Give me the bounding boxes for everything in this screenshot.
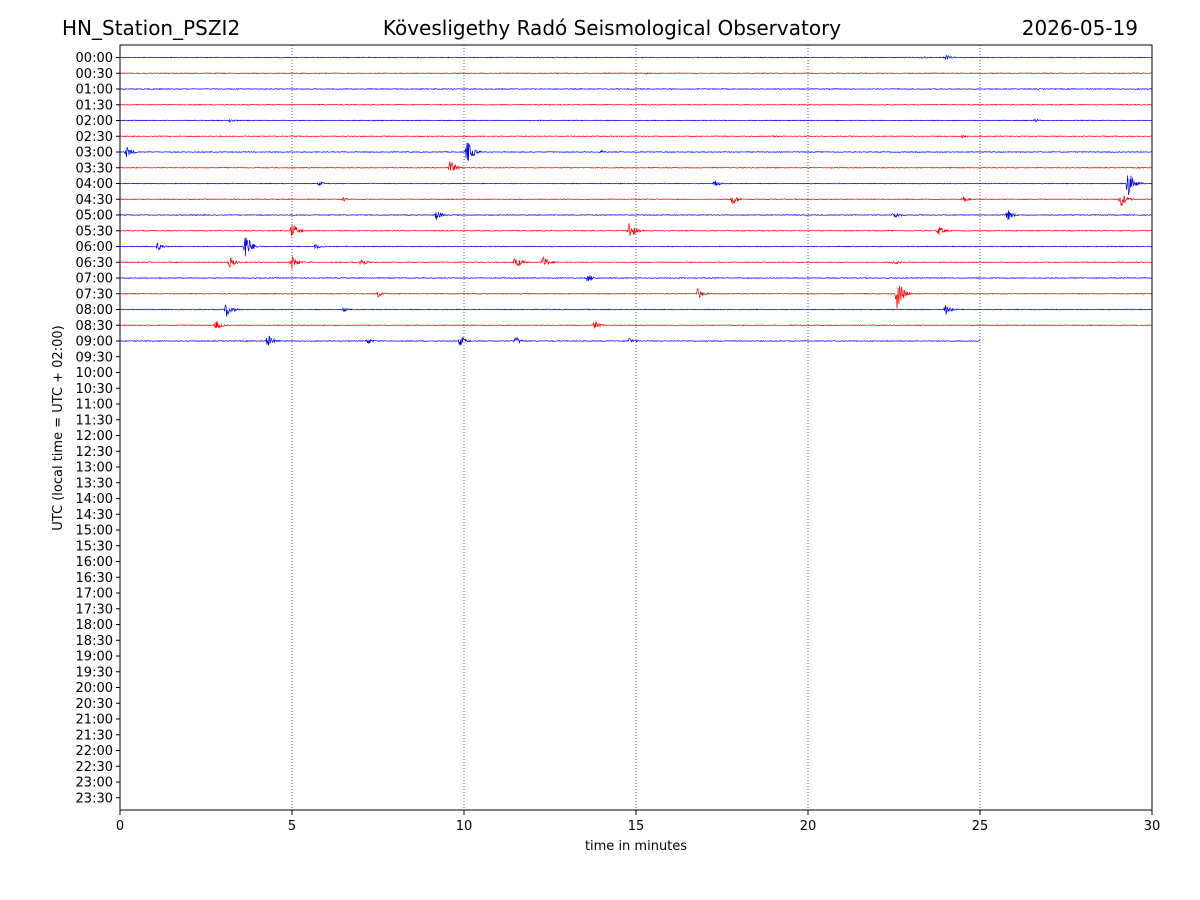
trace-0030	[119, 72, 1153, 75]
y-tick-label: 08:30	[76, 319, 113, 334]
y-tick-label: 21:00	[76, 713, 113, 728]
y-tick-label: 03:00	[76, 146, 113, 161]
y-tick-label: 14:30	[76, 508, 113, 523]
trace-0700	[119, 275, 1153, 282]
y-tick-label: 02:00	[76, 114, 113, 129]
y-tick-label: 08:00	[76, 303, 113, 318]
y-tick-label: 10:00	[76, 366, 113, 381]
y-tick-label: 01:30	[76, 98, 113, 113]
y-tick-label: 03:30	[76, 161, 113, 176]
y-tick-label: 13:30	[76, 476, 113, 491]
trace-0800	[119, 304, 1153, 317]
y-tick-label: 19:30	[76, 665, 113, 680]
y-tick-label: 15:00	[76, 524, 113, 539]
y-tick-label: 22:00	[76, 744, 113, 759]
title-left: HN_Station_PSZI2	[62, 16, 240, 40]
trace-0000	[119, 55, 1153, 60]
plot-frame	[119, 44, 1153, 811]
y-tick-label: 17:30	[76, 602, 113, 617]
y-tick-label: 23:00	[76, 776, 113, 791]
x-tick-label: 30	[1144, 819, 1161, 834]
y-tick-label: 19:00	[76, 650, 113, 665]
y-tick-label: 04:00	[76, 177, 113, 192]
y-tick-label: 04:30	[76, 193, 113, 208]
x-tick-label: 15	[628, 819, 645, 834]
x-tick-label: 0	[116, 819, 124, 834]
y-tick-label: 07:30	[76, 287, 113, 302]
y-tick-label: 12:00	[76, 429, 113, 444]
trace-0430	[119, 195, 1153, 207]
y-tick-label: 17:00	[76, 587, 113, 602]
trace-0500	[119, 210, 1153, 220]
y-tick-label: 06:30	[76, 256, 113, 271]
x-tick-label: 25	[972, 819, 989, 834]
y-tick-labels: 00:0000:3001:0001:3002:0002:3003:0003:30…	[76, 51, 120, 806]
y-tick-label: 14:00	[76, 492, 113, 507]
y-tick-label: 13:00	[76, 461, 113, 476]
y-tick-label: 11:30	[76, 413, 113, 428]
y-tick-label: 16:00	[76, 555, 113, 570]
x-tick-label: 5	[288, 819, 296, 834]
y-tick-label: 11:00	[76, 398, 113, 413]
trace-0330	[119, 161, 1153, 172]
x-axis-label: time in minutes	[585, 839, 687, 854]
trace-0400	[119, 175, 1153, 196]
y-tick-label: 00:30	[76, 67, 113, 82]
y-tick-label: 18:00	[76, 618, 113, 633]
x-tick-label: 20	[800, 819, 817, 834]
y-tick-label: 21:30	[76, 728, 113, 743]
y-tick-label: 09:30	[76, 350, 113, 365]
trace-0530	[119, 223, 1153, 236]
trace-0600	[119, 237, 1153, 257]
y-tick-label: 15:30	[76, 539, 113, 554]
y-tick-label: 01:00	[76, 83, 113, 98]
trace-0230	[119, 134, 1153, 139]
trace-0300	[119, 142, 1153, 162]
trace-0730	[119, 285, 1153, 309]
y-tick-label: 00:00	[76, 51, 113, 66]
y-tick-label: 22:30	[76, 760, 113, 775]
y-tick-label: 05:30	[76, 224, 113, 239]
trace-0100	[119, 88, 1153, 90]
x-tick-label: 10	[456, 819, 473, 834]
y-tick-label: 20:30	[76, 697, 113, 712]
y-tick-label: 09:00	[76, 335, 113, 350]
trace-0130	[119, 103, 1153, 106]
y-axis-label: UTC (local time = UTC + 02:00)	[51, 325, 66, 530]
trace-0630	[119, 255, 1153, 270]
y-tick-label: 20:00	[76, 681, 113, 696]
trace-0200	[119, 118, 1153, 123]
y-tick-label: 02:30	[76, 130, 113, 145]
y-tick-label: 05:00	[76, 209, 113, 224]
y-tick-label: 23:30	[76, 791, 113, 806]
title-right: 2026-05-19	[1022, 16, 1138, 40]
y-tick-label: 16:30	[76, 571, 113, 586]
trace-0830	[119, 320, 1153, 330]
y-tick-label: 10:30	[76, 382, 113, 397]
y-tick-label: 06:00	[76, 240, 113, 255]
x-ticks: 0 5 10 15 20 25 30	[116, 810, 1160, 834]
y-tick-label: 07:00	[76, 272, 113, 287]
y-tick-label: 18:30	[76, 634, 113, 649]
y-tick-label: 12:30	[76, 445, 113, 460]
trace-0900	[119, 335, 981, 346]
trace-group	[119, 55, 1153, 346]
title-center: Kövesligethy Radó Seismological Observat…	[383, 16, 841, 40]
